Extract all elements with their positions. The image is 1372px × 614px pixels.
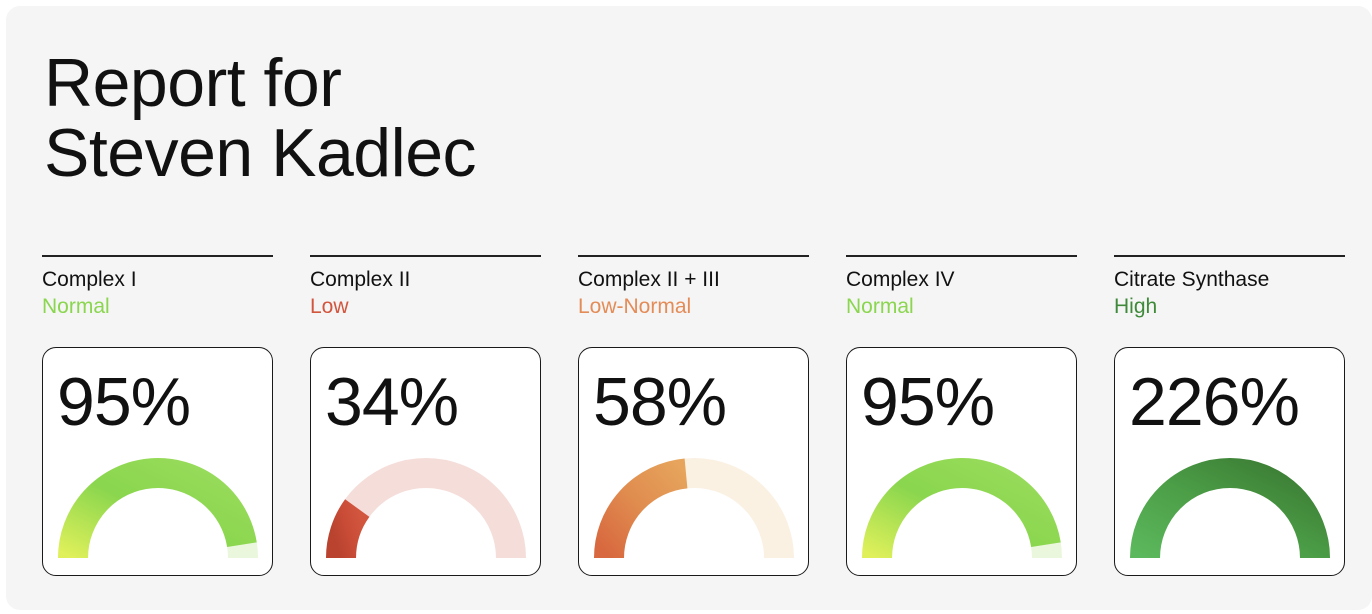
metric-status: Normal — [846, 295, 914, 318]
gauge-chart — [594, 458, 794, 559]
metric-percent: 34% — [325, 364, 459, 440]
metric-percent: 58% — [593, 364, 727, 440]
page-title-line2: Steven Kadlec — [44, 115, 477, 191]
metric-card-complex-iv: Complex IV Normal 95% — [846, 255, 1077, 576]
divider — [1114, 255, 1345, 257]
metric-gauge-box: 34% — [310, 347, 541, 576]
metric-name: Complex I — [42, 268, 137, 291]
gauge-fill — [1130, 458, 1330, 559]
metric-status: Low-Normal — [578, 295, 692, 318]
metric-name: Complex II — [310, 268, 411, 291]
metric-card-citrate-synthase: Citrate Synthase High 226% — [1114, 255, 1345, 576]
metric-percent: 95% — [861, 364, 995, 440]
metric-card-complex-ii-iii: Complex II + III Low-Normal 58% — [578, 255, 809, 576]
metric-gauge-box: 226% — [1114, 347, 1345, 576]
metric-name: Complex II + III — [578, 268, 720, 291]
divider — [42, 255, 273, 257]
page-title: Report for Steven Kadlec — [44, 45, 477, 191]
gauge-chart — [326, 458, 526, 559]
gauge-fill — [862, 458, 1061, 559]
metric-percent: 226% — [1129, 364, 1300, 440]
gauge-chart — [1130, 458, 1330, 559]
gauge-fill — [326, 499, 370, 559]
metric-name: Citrate Synthase — [1114, 268, 1270, 291]
metric-status: High — [1114, 295, 1158, 318]
page-title-line1: Report for — [44, 45, 342, 121]
gauge-chart — [862, 458, 1062, 559]
metric-status: Low — [310, 295, 349, 318]
metric-gauge-box: 95% — [846, 347, 1077, 576]
metric-name: Complex IV — [846, 268, 955, 291]
metric-card-complex-i: Complex I Normal 95% — [42, 255, 273, 576]
gauge-fill — [594, 458, 688, 559]
gauge-chart — [58, 458, 258, 559]
divider — [578, 255, 809, 257]
metric-status: Normal — [42, 295, 110, 318]
divider — [310, 255, 541, 257]
divider — [846, 255, 1077, 257]
metric-card-complex-ii: Complex II Low 34% — [310, 255, 541, 576]
metric-gauge-box: 95% — [42, 347, 273, 576]
metric-gauge-box: 58% — [578, 347, 809, 576]
metric-percent: 95% — [57, 364, 191, 440]
gauge-fill — [58, 458, 257, 559]
